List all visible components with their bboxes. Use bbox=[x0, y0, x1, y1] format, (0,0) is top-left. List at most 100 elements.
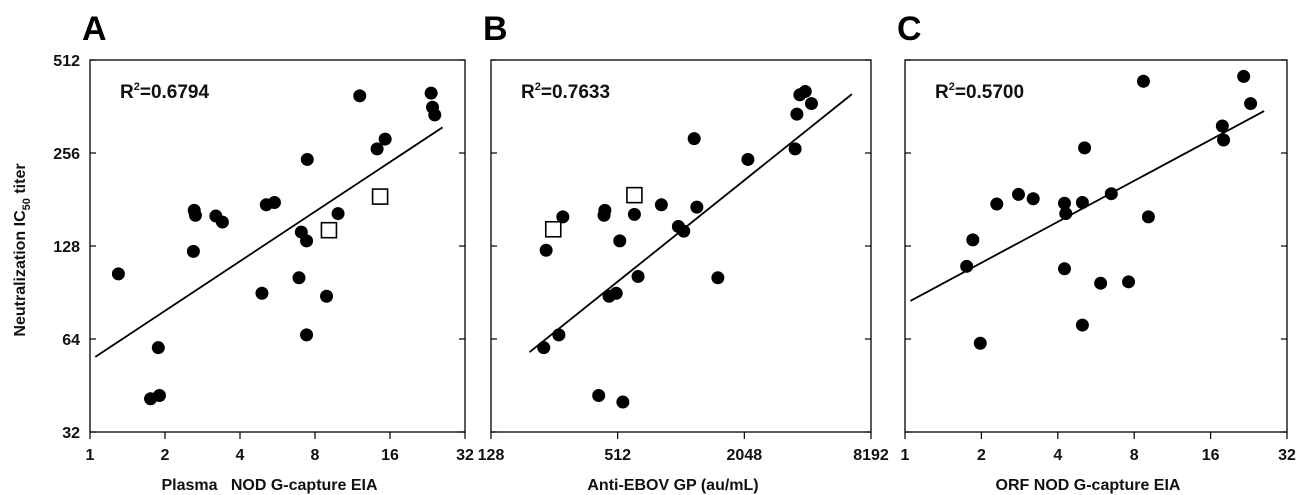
data-point bbox=[627, 207, 641, 221]
r-squared-sup: 2 bbox=[134, 81, 140, 93]
data-point bbox=[1122, 275, 1136, 289]
r-squared-label: R2=0.7633 bbox=[521, 81, 610, 103]
r-squared-sup: 2 bbox=[949, 81, 955, 93]
data-point-open-square bbox=[371, 188, 389, 205]
data-point bbox=[1026, 192, 1040, 206]
data-point bbox=[592, 389, 606, 403]
data-point bbox=[537, 341, 551, 355]
data-point bbox=[654, 198, 668, 212]
data-point bbox=[741, 152, 755, 166]
x-tick-label: 4 bbox=[236, 447, 245, 464]
data-point bbox=[1244, 97, 1258, 111]
data-point bbox=[1059, 207, 1073, 221]
data-point bbox=[353, 89, 367, 103]
data-point bbox=[1215, 119, 1229, 133]
y-tick-label: 128 bbox=[53, 239, 80, 256]
data-point bbox=[1057, 262, 1071, 276]
data-point bbox=[300, 328, 314, 342]
data-point bbox=[798, 84, 812, 98]
r-squared-sup: 2 bbox=[535, 81, 541, 93]
data-point-open-square bbox=[320, 221, 338, 239]
data-point bbox=[331, 207, 345, 221]
x-tick-label: 2 bbox=[977, 447, 986, 464]
plot-frame bbox=[904, 59, 1288, 433]
data-point bbox=[378, 132, 392, 146]
data-point bbox=[539, 243, 553, 257]
x-tick-label: 16 bbox=[381, 447, 399, 464]
y-axis-label-tail: titer bbox=[12, 163, 29, 198]
data-point-open-square bbox=[544, 220, 562, 238]
data-point bbox=[267, 196, 281, 210]
data-point bbox=[370, 142, 384, 156]
data-point bbox=[598, 203, 612, 217]
data-point bbox=[790, 107, 804, 121]
y-axis-label: Neutralization IC50 titer bbox=[12, 163, 33, 336]
x-tick-label: 32 bbox=[456, 447, 474, 464]
data-point bbox=[1011, 187, 1025, 201]
data-point bbox=[677, 224, 691, 238]
data-point bbox=[1078, 141, 1092, 155]
data-point bbox=[111, 267, 125, 281]
data-point bbox=[973, 336, 987, 350]
data-point bbox=[215, 215, 229, 229]
panel-label: A bbox=[82, 10, 107, 48]
data-point bbox=[1057, 196, 1071, 210]
data-point bbox=[255, 286, 269, 300]
data-point bbox=[616, 395, 630, 409]
data-point bbox=[1075, 196, 1089, 210]
data-point bbox=[1217, 133, 1231, 147]
y-tick-label: 64 bbox=[62, 332, 80, 349]
data-point bbox=[990, 197, 1004, 211]
panel-label: B bbox=[483, 10, 508, 48]
r-squared-value: =0.6794 bbox=[140, 82, 210, 103]
x-tick-label: 512 bbox=[604, 447, 631, 464]
regression-line bbox=[528, 93, 853, 353]
x-tick-label: 128 bbox=[478, 447, 505, 464]
data-point bbox=[1237, 69, 1251, 83]
data-point bbox=[186, 244, 200, 258]
data-point bbox=[188, 208, 202, 222]
data-point bbox=[428, 108, 442, 122]
data-point-open-square bbox=[626, 186, 643, 204]
data-point bbox=[1075, 318, 1089, 332]
panel-b: B 128 512 2048 8192 Anti-EBOV GP (au/mL) R2=0.… bbox=[478, 10, 889, 494]
x-tick-label: 1 bbox=[86, 447, 95, 464]
panel-a: A 32 64 128 256 512 1 2 4 8 16 32 Plasma NOD G-captu… bbox=[53, 10, 474, 494]
x-tick-label: 8 bbox=[1130, 447, 1139, 464]
data-point bbox=[292, 271, 306, 285]
data-point bbox=[1104, 187, 1118, 201]
x-axis-label: Plasma NOD G-capture EIA bbox=[161, 477, 378, 494]
data-point bbox=[1136, 74, 1150, 88]
x-tick-label: 1 bbox=[901, 447, 910, 464]
data-point bbox=[1141, 210, 1155, 224]
data-point bbox=[609, 286, 623, 300]
r-squared-label: R2=0.5700 bbox=[935, 81, 1024, 103]
plot-frame bbox=[89, 59, 466, 433]
data-point bbox=[424, 86, 438, 100]
y-axis-label-main: Neutralization IC bbox=[12, 210, 29, 337]
x-tick-label: 2 bbox=[161, 447, 170, 464]
r-squared-label: R2=0.6794 bbox=[120, 81, 210, 103]
data-point bbox=[1094, 276, 1108, 290]
data-point bbox=[320, 289, 334, 303]
y-tick-label: 32 bbox=[62, 425, 80, 442]
data-point bbox=[690, 200, 704, 214]
data-point bbox=[711, 271, 725, 285]
panel-label: C bbox=[897, 10, 922, 48]
data-point bbox=[556, 210, 570, 224]
data-point bbox=[788, 142, 802, 156]
r-squared-value: =0.5700 bbox=[955, 82, 1024, 103]
data-point bbox=[631, 269, 645, 283]
data-point bbox=[687, 132, 701, 146]
data-point bbox=[300, 234, 314, 248]
r-squared-prefix: R bbox=[120, 82, 134, 103]
y-tick-label: 512 bbox=[53, 53, 80, 70]
r-squared-value: =0.7633 bbox=[541, 82, 610, 103]
data-point bbox=[552, 328, 566, 342]
x-tick-label: 16 bbox=[1202, 447, 1220, 464]
data-point bbox=[804, 97, 818, 111]
x-tick-label: 32 bbox=[1278, 447, 1296, 464]
y-axis-label-sub: 50 bbox=[21, 198, 33, 210]
